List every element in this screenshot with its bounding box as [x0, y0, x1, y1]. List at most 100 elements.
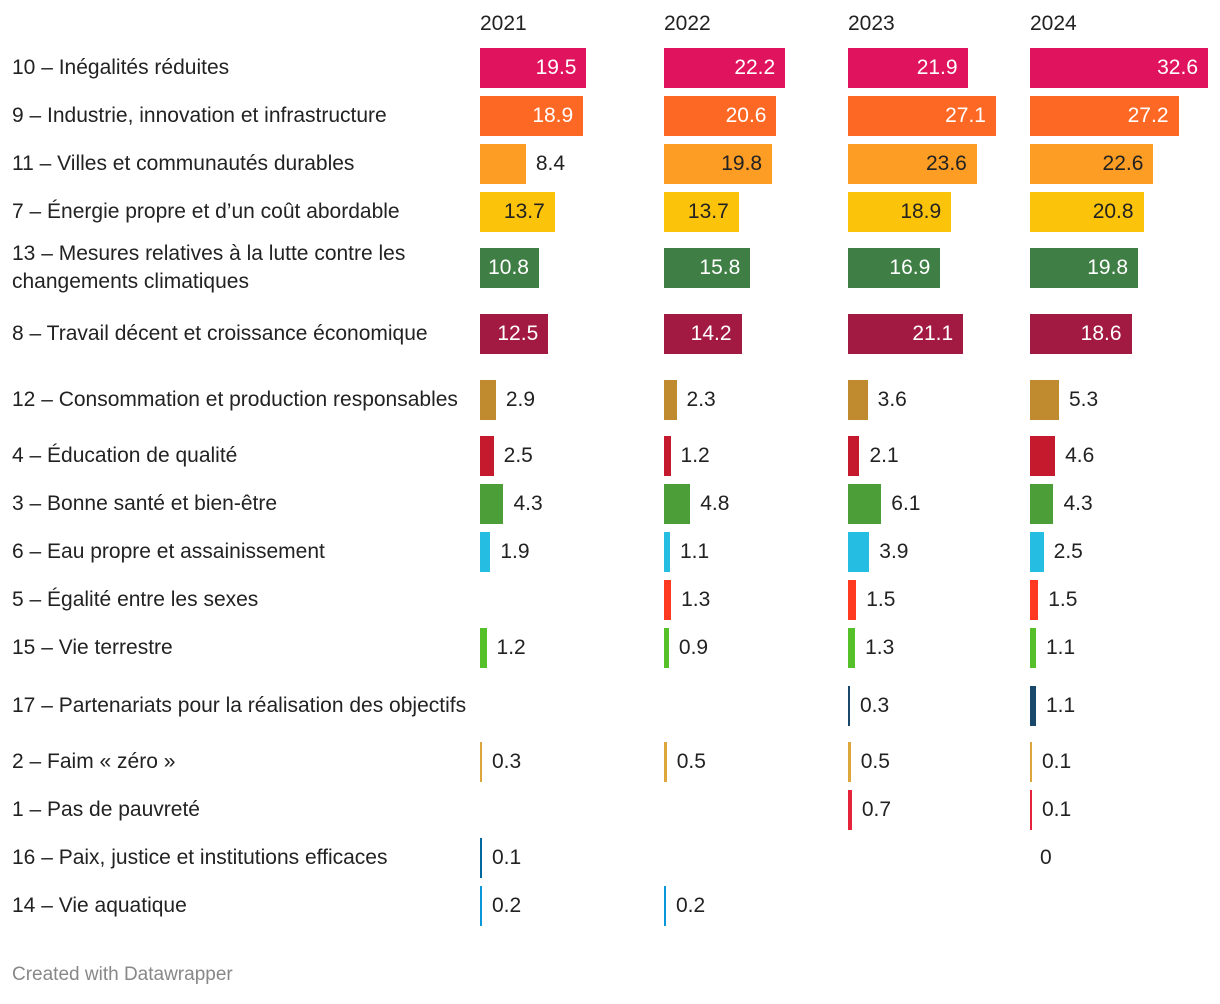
row-label: 6 – Eau propre et assainissement — [12, 540, 325, 563]
bar — [1030, 192, 1144, 232]
value-label: 22.2 — [734, 56, 776, 79]
bar — [848, 144, 977, 184]
bar — [664, 248, 751, 288]
value-label: 1.3 — [681, 588, 711, 611]
bar — [1030, 314, 1132, 354]
bar — [480, 48, 587, 88]
value-label: 0.7 — [861, 798, 892, 821]
value-label: 5.3 — [1068, 388, 1099, 411]
value-label: 1.2 — [496, 636, 526, 659]
value-label: 2.5 — [503, 444, 533, 467]
row-label: 9 – Industrie, innovation et infrastruct… — [12, 104, 387, 127]
value-label: 4.8 — [700, 492, 730, 515]
bar — [1030, 790, 1032, 830]
bar — [848, 742, 851, 782]
bar — [1030, 742, 1032, 782]
bar — [848, 532, 870, 572]
value-label: 4.6 — [1065, 444, 1095, 467]
value-label: 16.9 — [889, 256, 931, 279]
value-label: 0.1 — [492, 846, 522, 869]
value-label: 12.5 — [497, 322, 539, 345]
value-label: 1.1 — [680, 540, 710, 563]
value-label: 3.6 — [877, 388, 907, 411]
value-label: 1.5 — [866, 588, 896, 611]
value-label: 0.2 — [676, 894, 706, 917]
value-label: 2.3 — [686, 388, 716, 411]
value-label: 21.1 — [912, 322, 954, 345]
value-label: 1.9 — [500, 540, 530, 563]
value-label: 18.6 — [1080, 322, 1122, 345]
year-header-2024: 2024 — [1030, 12, 1077, 35]
value-label: 2.1 — [869, 444, 899, 467]
value-label: 23.6 — [925, 152, 967, 175]
value-label: 0.9 — [678, 636, 709, 659]
value-label: 3.9 — [879, 540, 909, 563]
year-header-2021: 2021 — [480, 12, 527, 35]
value-label: 15.8 — [699, 256, 741, 279]
bar — [848, 686, 850, 726]
row-label: 3 – Bonne santé et bien-être — [12, 492, 278, 515]
bar — [480, 628, 487, 668]
bar — [664, 886, 666, 926]
value-label: 0 — [1040, 846, 1052, 869]
bar — [664, 436, 671, 476]
row-label: 1 – Pas de pauvreté — [12, 798, 200, 821]
value-label: 1.3 — [865, 636, 895, 659]
row-label: 10 – Inégalités réduites — [12, 56, 230, 79]
bar — [848, 192, 952, 232]
year-header-2023: 2023 — [848, 12, 895, 35]
value-label: 20.8 — [1092, 200, 1134, 223]
value-label: 0.3 — [860, 694, 890, 717]
value-label: 4.3 — [513, 492, 543, 515]
bar — [664, 628, 669, 668]
footer-credit: Created with Datawrapper — [12, 964, 233, 985]
bar — [1030, 248, 1139, 288]
bar — [480, 380, 496, 420]
bar — [848, 484, 882, 524]
bar — [480, 838, 482, 878]
value-label: 1.2 — [680, 444, 710, 467]
row-label: 5 – Égalité entre les sexes — [12, 588, 259, 611]
value-label: 13.7 — [687, 200, 729, 223]
value-label: 2.9 — [505, 388, 536, 411]
row-label: 11 – Villes et communautés durables — [12, 152, 355, 175]
bar — [848, 48, 968, 88]
value-label: 1.5 — [1048, 588, 1078, 611]
bar — [664, 314, 742, 354]
bar — [480, 314, 549, 354]
bar — [1030, 580, 1039, 620]
value-label: 18.9 — [532, 104, 574, 127]
value-label: 13.7 — [503, 200, 545, 223]
value-label: 19.8 — [1087, 256, 1129, 279]
bar — [664, 580, 672, 620]
value-label: 27.2 — [1127, 104, 1169, 127]
row-label: 15 – Vie terrestre — [12, 636, 173, 659]
value-label: 0.3 — [492, 750, 522, 773]
row-label: 2 – Faim « zéro » — [12, 750, 176, 773]
bar — [1030, 628, 1036, 668]
bar — [664, 96, 777, 136]
row-label: 4 – Éducation de qualité — [12, 444, 238, 467]
value-label: 0.1 — [1042, 750, 1072, 773]
bar — [1030, 532, 1044, 572]
bar — [848, 314, 964, 354]
bar — [1030, 144, 1154, 184]
value-label: 20.6 — [725, 104, 767, 127]
row-label: 8 – Travail décent et croissance économi… — [12, 322, 428, 345]
value-label: 18.9 — [900, 200, 942, 223]
value-label: 0.5 — [860, 750, 890, 773]
value-label: 27.1 — [945, 104, 986, 127]
bar — [664, 484, 691, 524]
bar — [848, 790, 852, 830]
value-label: 1.1 — [1046, 636, 1076, 659]
bar — [480, 436, 494, 476]
bar — [480, 742, 482, 782]
bar — [1030, 48, 1208, 88]
row-label: 13 – Mesures relatives à la lutte contre… — [12, 242, 406, 293]
value-label: 6.1 — [891, 492, 921, 515]
value-label: 19.8 — [721, 152, 763, 175]
bar — [848, 380, 868, 420]
value-label: 19.5 — [535, 56, 577, 79]
bar — [1030, 436, 1056, 476]
bar — [480, 96, 584, 136]
